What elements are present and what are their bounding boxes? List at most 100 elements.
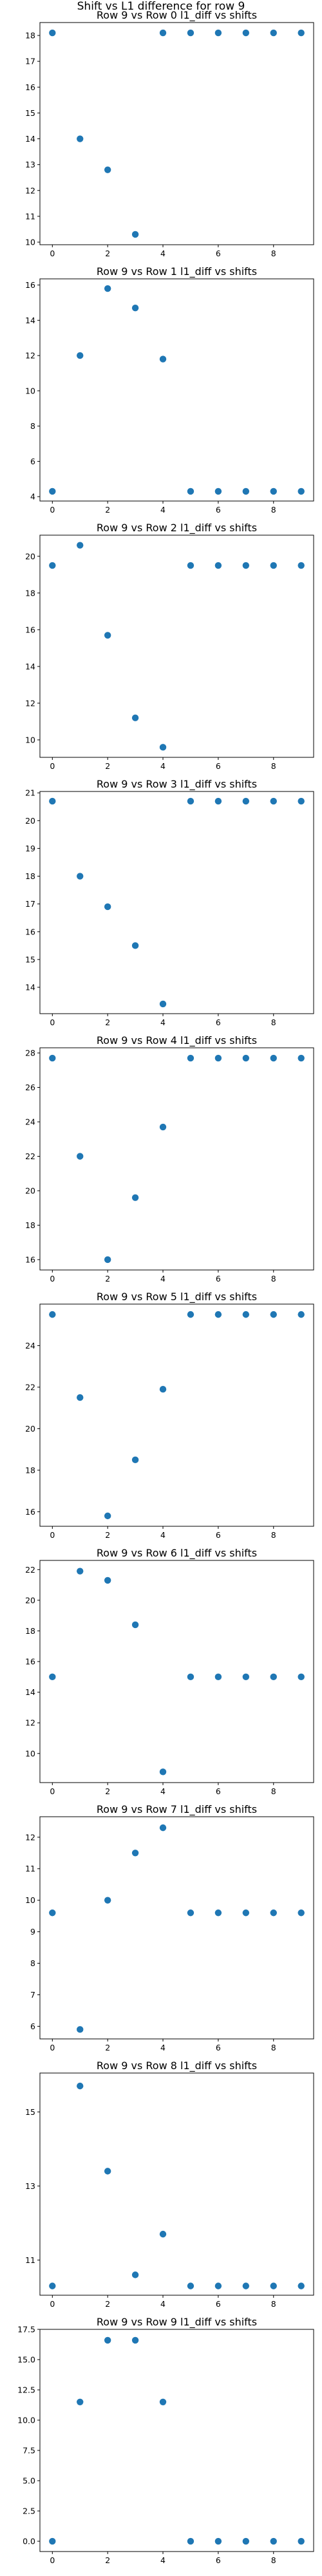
data-point [214, 562, 222, 569]
y-tick-label: 6 [30, 2022, 35, 2031]
y-tick-label: 12 [25, 351, 35, 361]
plot-frame [39, 535, 314, 758]
data-point [298, 2282, 305, 2289]
data-point [187, 1673, 194, 1681]
data-point [242, 1054, 250, 1062]
x-tick-label: 2 [105, 2299, 110, 2309]
x-tick-label: 6 [216, 761, 221, 771]
x-tick-label: 4 [160, 249, 166, 258]
y-tick-label: 22 [25, 1382, 35, 1392]
x-tick-label: 2 [105, 2555, 110, 2565]
y-tick-label: 12 [25, 185, 35, 195]
x-tick-label: 4 [160, 2043, 166, 2052]
panel-title: Row 9 vs Row 6 l1_diff vs shifts [97, 1547, 257, 1560]
data-point [159, 744, 167, 751]
data-point [242, 29, 250, 37]
x-tick-label: 8 [271, 1786, 276, 1796]
data-point [49, 488, 56, 495]
y-tick-label: 26 [25, 1083, 35, 1092]
data-point [298, 488, 305, 495]
y-tick-label: 8 [30, 421, 35, 431]
data-point [77, 542, 84, 549]
data-point [270, 1909, 277, 1917]
data-point [242, 2282, 250, 2289]
data-point [77, 1394, 84, 1401]
y-tick-label: 14 [25, 1687, 35, 1697]
data-point [270, 2282, 277, 2289]
data-point [77, 2082, 84, 2090]
y-tick-label: 15 [25, 108, 35, 118]
x-tick-label: 4 [160, 1786, 166, 1796]
data-point [270, 1311, 277, 1318]
x-tick-label: 0 [50, 249, 55, 258]
x-tick-label: 6 [216, 1018, 221, 1027]
y-tick-label: 13 [25, 2181, 35, 2191]
x-tick-label: 8 [271, 2043, 276, 2052]
y-tick-label: 20 [25, 551, 35, 561]
x-tick-label: 8 [271, 505, 276, 515]
y-tick-label: 8 [30, 1958, 35, 1968]
panel-title: Row 9 vs Row 4 l1_diff vs shifts [97, 1034, 257, 1047]
x-tick-label: 8 [271, 249, 276, 258]
data-point [159, 1000, 167, 1008]
x-tick-label: 0 [50, 761, 55, 771]
x-tick-label: 4 [160, 2555, 166, 2565]
data-point [187, 2537, 194, 2545]
data-point [131, 714, 139, 721]
y-tick-label: 16 [25, 82, 35, 92]
data-point [104, 632, 111, 639]
data-point [159, 2398, 167, 2406]
x-tick-label: 6 [216, 505, 221, 515]
data-point [49, 1311, 56, 1318]
data-point [242, 562, 250, 569]
data-point [214, 488, 222, 495]
y-tick-label: 18 [25, 871, 35, 881]
data-point [131, 1850, 139, 1857]
data-point [298, 1311, 305, 1318]
y-tick-label: 20 [25, 1424, 35, 1434]
y-tick-label: 5.0 [23, 2476, 35, 2486]
data-point [49, 29, 56, 37]
data-point [49, 2282, 56, 2289]
x-tick-label: 0 [50, 2299, 55, 2309]
y-tick-label: 21 [25, 788, 35, 798]
data-point [242, 1311, 250, 1318]
data-point [77, 1153, 84, 1160]
plot-frame [39, 1560, 314, 1783]
y-tick-label: 16 [25, 1255, 35, 1264]
y-tick-label: 10 [25, 237, 35, 247]
data-point [104, 1897, 111, 1904]
data-point [49, 562, 56, 569]
panel-title: Row 9 vs Row 1 l1_diff vs shifts [97, 265, 257, 278]
data-point [187, 1311, 194, 1318]
x-tick-label: 0 [50, 2043, 55, 2052]
x-tick-label: 6 [216, 1530, 221, 1540]
plot-frame [39, 22, 314, 245]
data-point [49, 1054, 56, 1062]
y-tick-label: 22 [25, 1151, 35, 1161]
panel-title: Row 9 vs Row 9 l1_diff vs shifts [97, 2316, 257, 2329]
data-point [242, 1909, 250, 1917]
y-tick-label: 17 [25, 899, 35, 909]
x-tick-label: 4 [160, 1018, 166, 1027]
data-point [131, 1621, 139, 1629]
x-tick-label: 6 [216, 249, 221, 258]
data-point [298, 29, 305, 37]
y-tick-label: 16 [25, 1507, 35, 1517]
scatter-panel-6: Row 9 vs Row 6 l1_diff vs shifts 0 2 4 6 8 10 1… [25, 1547, 314, 1796]
data-point [270, 1673, 277, 1681]
y-tick-label: 17 [25, 57, 35, 66]
y-tick-label: 10 [25, 735, 35, 744]
y-tick-label: 20 [25, 816, 35, 826]
x-tick-label: 2 [105, 1530, 110, 1540]
x-tick-label: 6 [216, 1786, 221, 1796]
y-tick-label: 28 [25, 1048, 35, 1058]
data-point [270, 562, 277, 569]
y-tick-label: 14 [25, 983, 35, 992]
data-point [77, 2026, 84, 2033]
data-point [131, 2336, 139, 2344]
panel-title: Row 9 vs Row 0 l1_diff vs shifts [97, 9, 257, 22]
subplot-grid: Row 9 vs Row 0 l1_diff vs shifts 0 2 4 6 8 10 1… [17, 9, 314, 2565]
x-tick-label: 0 [50, 1274, 55, 1283]
data-point [187, 1909, 194, 1917]
